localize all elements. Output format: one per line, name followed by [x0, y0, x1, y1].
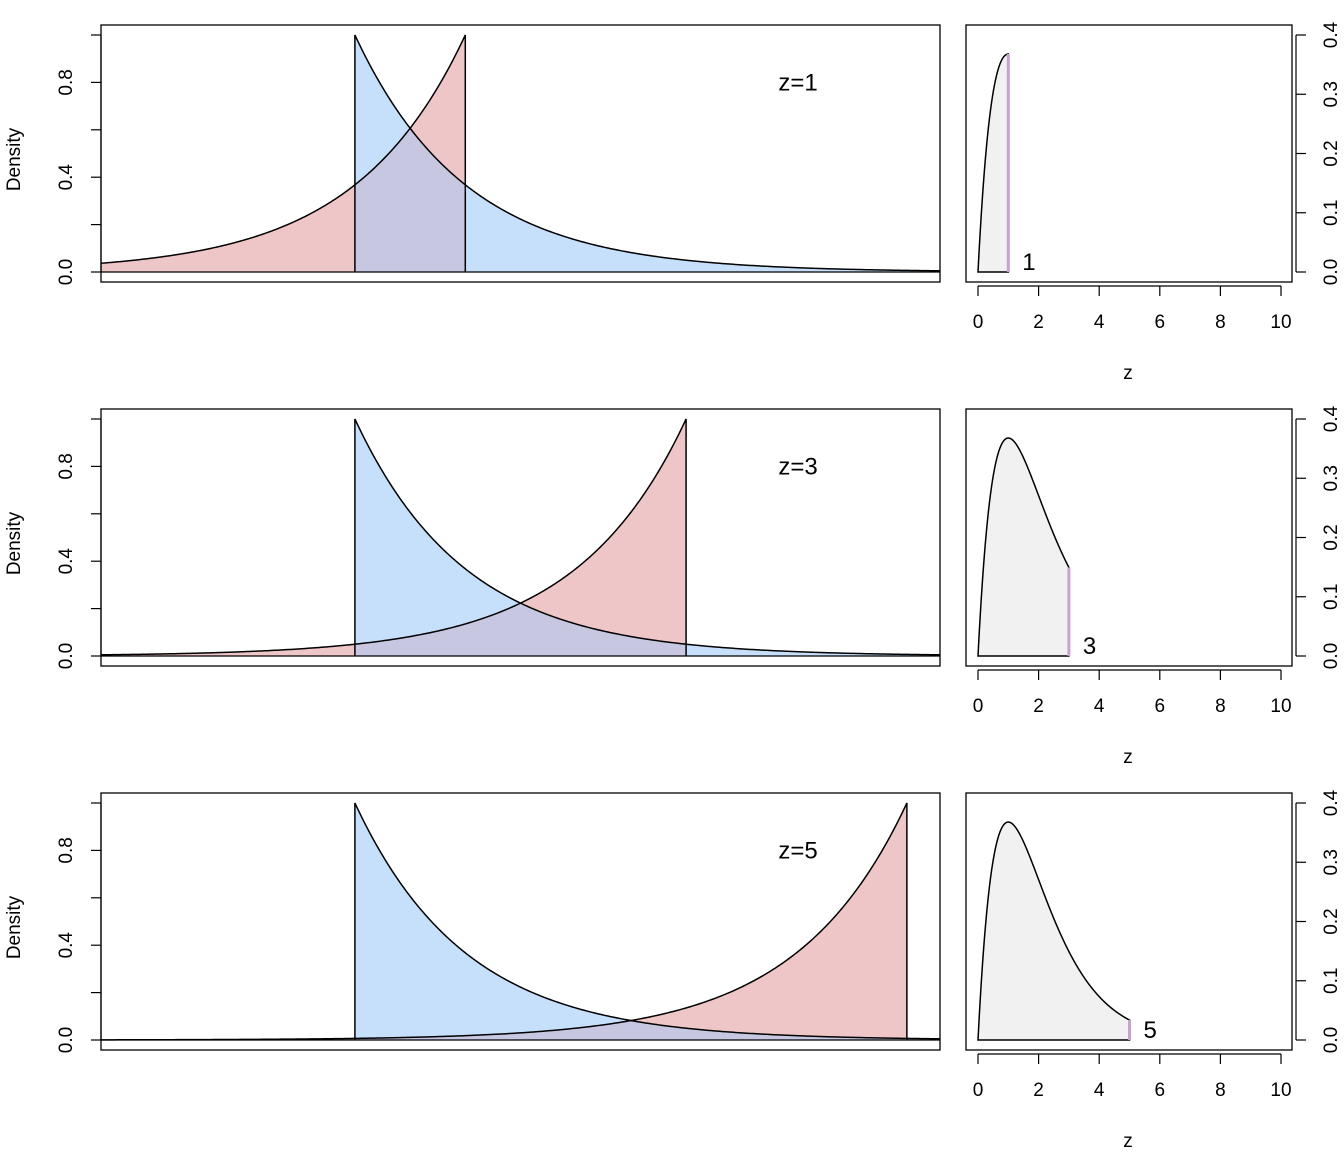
x-tick-label: 6	[1155, 696, 1166, 717]
y-tick-label: 0.8	[56, 453, 77, 479]
z-annotation: z=1	[778, 69, 817, 96]
x-tick-label: 8	[1215, 312, 1226, 333]
y-tick-label: 0.4	[1321, 405, 1342, 432]
left-panel-row2: 0.0 0.4 0.8 Density z=3	[4, 408, 941, 669]
x-tick-label: 4	[1094, 312, 1105, 333]
gamma-density-area	[977, 53, 1010, 273]
x-tick-label: 4	[1094, 1080, 1105, 1101]
y-axis-title: Density	[4, 511, 25, 575]
left-panel-row1: 0.0 0.4 0.8 Density z=1	[4, 24, 941, 285]
y-tick-label: 0.0	[56, 1027, 77, 1053]
y-tick-label: 0.4	[1321, 21, 1342, 48]
y-tick-label: 0.1	[1321, 584, 1342, 610]
x-tick-label: 0	[973, 1080, 984, 1101]
y-axis-title: Density	[4, 895, 25, 959]
left-panel-row3: 0.0 0.4 0.8 Density z=5	[4, 792, 941, 1053]
x-tick-label: 2	[1033, 312, 1044, 333]
gamma-density-area	[977, 437, 1070, 657]
z-marker-label: 1	[1022, 249, 1035, 276]
y-axis-title: Density	[4, 127, 25, 191]
red-density-area	[101, 803, 907, 1040]
blue-density-area	[354, 419, 940, 656]
y-tick-label: 0.0	[1321, 643, 1342, 669]
overlap-area	[354, 603, 687, 656]
x-tick-label: 10	[1270, 696, 1291, 717]
y-tick-label: 0.0	[56, 643, 77, 669]
z-annotation: z=5	[778, 837, 817, 864]
x-tick-label: 4	[1094, 696, 1105, 717]
y-tick-label: 0.2	[1321, 908, 1342, 934]
x-tick-label: 0	[973, 312, 984, 333]
y-tick-label: 0.4	[1321, 789, 1342, 816]
y-tick-label: 0.8	[56, 69, 77, 95]
z-marker-label: 5	[1144, 1017, 1157, 1044]
x-tick-label: 2	[1033, 1080, 1044, 1101]
x-tick-label: 10	[1270, 312, 1291, 333]
y-tick-label: 0.2	[1321, 524, 1342, 550]
red-density-line	[100, 418, 687, 656]
y-tick-label: 0.1	[1321, 200, 1342, 226]
x-tick-label: 6	[1155, 312, 1166, 333]
red-density-area	[101, 419, 687, 656]
x-tick-label: 10	[1270, 1080, 1291, 1101]
plot-frame	[965, 408, 1293, 667]
red-density-line	[100, 34, 467, 272]
blue-density-area	[354, 35, 940, 272]
x-axis-title: z	[1123, 1131, 1133, 1152]
y-tick-label: 0.3	[1321, 849, 1342, 875]
right-panel-row2: 3 0 2 4 6 8 10 z 0.0 0.1 0.2 0.3 0.4	[965, 405, 1342, 768]
x-axis-title: z	[1123, 363, 1133, 384]
y-tick-label: 0.0	[56, 259, 77, 285]
blue-density-line	[354, 802, 941, 1040]
x-tick-label: 8	[1215, 1080, 1226, 1101]
y-tick-label: 0.4	[56, 548, 77, 575]
plot-frame	[965, 24, 1293, 283]
z-marker-label: 3	[1083, 633, 1096, 660]
x-tick-label: 6	[1155, 1080, 1166, 1101]
y-tick-label: 0.2	[1321, 140, 1342, 166]
y-tick-label: 0.3	[1321, 465, 1342, 491]
right-panel-row3: 5 0 2 4 6 8 10 z 0.0 0.1 0.2 0.3 0.4	[965, 789, 1342, 1152]
blue-density-line	[354, 418, 941, 656]
x-tick-label: 0	[973, 696, 984, 717]
y-tick-label: 0.0	[1321, 259, 1342, 285]
y-tick-label: 0.4	[56, 932, 77, 959]
blue-density-area	[354, 803, 940, 1040]
z-annotation: z=3	[778, 453, 817, 480]
x-tick-label: 2	[1033, 696, 1044, 717]
y-tick-label: 0.4	[56, 164, 77, 191]
y-tick-label: 0.3	[1321, 81, 1342, 107]
blue-density-line	[354, 34, 941, 272]
x-axis-title: z	[1123, 747, 1133, 768]
y-tick-label: 0.1	[1321, 968, 1342, 994]
overlap-area	[354, 128, 466, 272]
gamma-density-area	[977, 821, 1131, 1041]
x-tick-label: 8	[1215, 696, 1226, 717]
y-tick-label: 0.8	[56, 837, 77, 863]
plot-frame	[965, 792, 1293, 1051]
y-tick-label: 0.0	[1321, 1027, 1342, 1053]
